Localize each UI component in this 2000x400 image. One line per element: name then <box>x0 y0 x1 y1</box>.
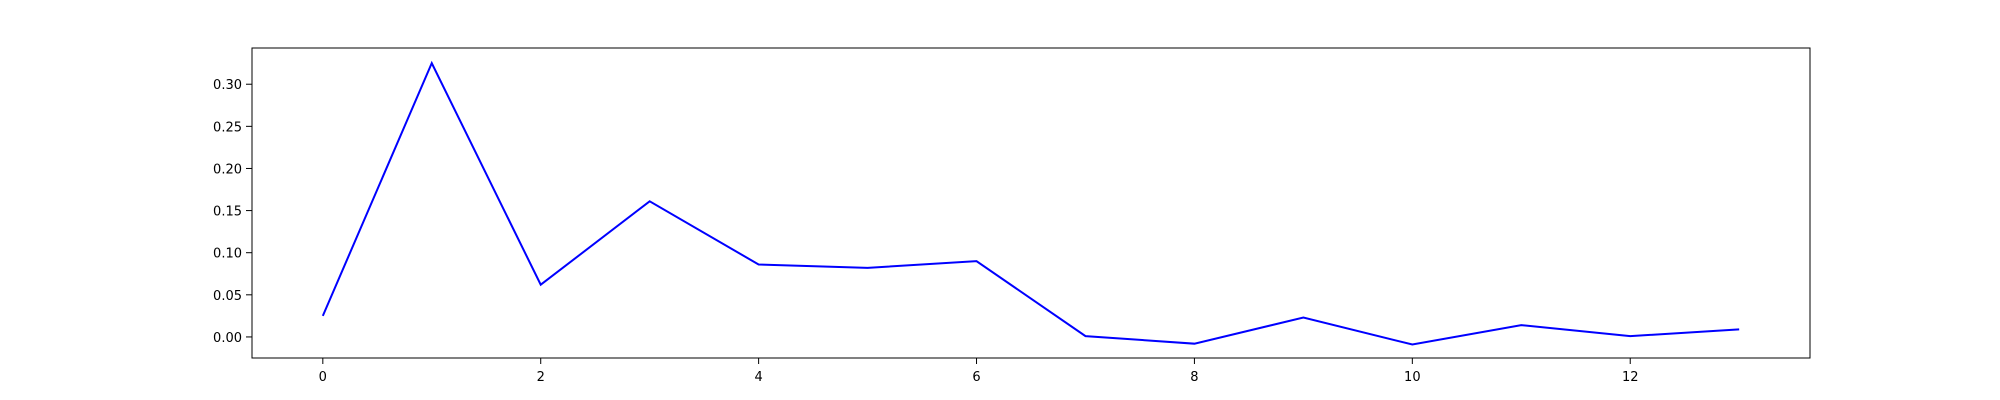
series-line <box>321 60 1740 346</box>
x-axis: 0 2 4 6 8 10 12 <box>319 358 1639 385</box>
x-tick-label: 8 <box>1190 370 1198 385</box>
y-tick-label: 0.30 <box>213 78 242 93</box>
x-tick-label: 10 <box>1404 370 1421 385</box>
x-tick-label: 12 <box>1622 370 1639 385</box>
x-tick-label: 2 <box>537 370 545 385</box>
x-tick-label: 4 <box>754 370 762 385</box>
axes-frame <box>251 47 1811 359</box>
y-tick-label: 0.00 <box>213 331 242 346</box>
y-tick-label: 0.25 <box>213 120 242 135</box>
y-tick-label: 0.10 <box>213 247 242 262</box>
x-tick-label: 6 <box>972 370 980 385</box>
x-tick-label: 0 <box>319 370 327 385</box>
y-axis: 0.00 0.05 0.10 0.15 0.20 0.25 0.30 <box>213 78 252 346</box>
y-tick-label: 0.15 <box>213 205 242 220</box>
y-tick-label: 0.20 <box>213 162 242 177</box>
y-tick-label: 0.05 <box>213 289 242 304</box>
plot-area <box>321 60 1740 346</box>
